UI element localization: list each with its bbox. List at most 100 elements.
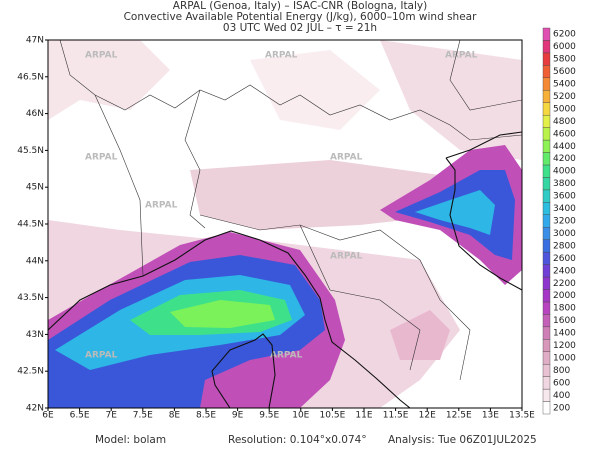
colorbar-label: 600 [553, 378, 570, 388]
colorbar-box [542, 289, 551, 303]
colorbar-label: 2800 [553, 241, 576, 251]
colorbar-box [542, 52, 551, 66]
colorbar-label: 6200 [553, 30, 576, 40]
colorbar-label: 2200 [553, 279, 576, 289]
colorbar-label: 1400 [553, 329, 576, 339]
colorbar-label: 4800 [553, 117, 576, 127]
colorbar-box [542, 139, 551, 153]
colorbar-label: 3400 [553, 204, 576, 214]
colorbar-box [542, 251, 551, 265]
colorbar-label: 1600 [553, 316, 576, 326]
colorbar-label: 4600 [553, 129, 576, 139]
footer-model: Model: bolam [95, 434, 166, 446]
colorbar-label: 800 [553, 366, 570, 376]
x-tick-label: 10.5E [320, 411, 346, 421]
y-tick-label: 45.5N [17, 146, 44, 156]
colorbar-box [542, 388, 551, 402]
colorbar-label: 1200 [553, 341, 576, 351]
colorbar-label: 400 [553, 391, 570, 401]
y-tick-label: 43N [26, 330, 44, 340]
watermark: ARPAL [445, 51, 478, 61]
colorbar-label: 5800 [553, 55, 576, 65]
colorbar-label: 5400 [553, 80, 576, 90]
x-tick-label: 6E [42, 411, 54, 421]
colorbar-box [542, 239, 551, 253]
x-tick-label: 12E [419, 411, 436, 421]
axes: 6E 6.5E 7E 7.5E 8E 8.5E 9E 9.5E 10E 10.5E 11E 11.5E… [17, 36, 535, 421]
colorbar-label: 2600 [553, 254, 576, 264]
colorbar-box [542, 189, 551, 203]
header-line: Convective Available Potential Energy (J… [124, 11, 478, 23]
colorbar-box [542, 114, 551, 128]
watermark: ARPAL [145, 201, 178, 211]
x-tick-label: 13.5E [509, 411, 535, 421]
colorbar-label: 3200 [553, 217, 576, 227]
colorbar-label: 5000 [553, 104, 576, 114]
x-tick-label: 9E [232, 411, 244, 421]
y-tick-label: 47N [26, 36, 44, 46]
colorbar-box [542, 339, 551, 352]
colorbar-box [542, 326, 551, 340]
colorbar-box [542, 264, 551, 278]
colorbar-label: 1800 [553, 304, 576, 314]
colorbar-box [542, 77, 551, 91]
colorbar-label: 4200 [553, 154, 576, 164]
colorbar-box [542, 276, 551, 290]
y-tick-label: 43.5N [17, 293, 44, 303]
colorbar-box [542, 177, 551, 191]
colorbar-label: 5200 [553, 92, 576, 102]
colorbar-box [542, 40, 551, 54]
header-line: ARPAL (Genoa, Italy) – ISAC-CNR (Bologna… [173, 0, 427, 12]
colorbar-label: 2400 [553, 266, 576, 276]
map-field: ARPAL ARPAL ARPAL ARPAL ARPAL ARPAL ARPA… [48, 40, 522, 408]
colorbar-label: 5600 [553, 67, 576, 77]
x-tick-label: 11E [355, 411, 372, 421]
watermark: ARPAL [270, 351, 303, 361]
colorbar-box [542, 401, 551, 415]
x-tick-label: 8E [169, 411, 181, 421]
y-tick-label: 46N [26, 109, 44, 119]
x-tick-label: 6.5E [70, 411, 90, 421]
watermark: ARPAL [265, 51, 298, 61]
header-line: 03 UTC Wed 02 JUL – τ = 21h [223, 22, 377, 34]
footer-analysis: Analysis: Tue 06Z01JUL2025 [388, 434, 537, 446]
colorbar-box [542, 65, 551, 79]
colorbar-label: 6000 [553, 42, 576, 52]
colorbar-label: 3800 [553, 179, 576, 189]
colorbar-label: 2000 [553, 291, 576, 301]
x-tick-label: 8.5E [196, 411, 216, 421]
y-tick-label: 44N [26, 256, 44, 266]
colorbar-box [542, 202, 551, 215]
colorbar-box [542, 376, 551, 390]
x-tick-label: 12.5E [446, 411, 472, 421]
footer-resolution: Resolution: 0.104°x0.074° [228, 434, 367, 446]
colorbar-box [542, 314, 551, 328]
colorbar-box [542, 363, 551, 377]
colorbar-box [542, 227, 551, 240]
x-tick-label: 7.5E [133, 411, 153, 421]
colorbar-label: 4000 [553, 167, 576, 177]
watermark: ARPAL [85, 51, 118, 61]
colorbar-box [542, 102, 551, 116]
colorbar: 200 400 600 800 1000 1200 1400 1600 1800 2000 2200… [542, 27, 576, 415]
colorbar-box [542, 214, 551, 228]
y-tick-label: 45N [26, 183, 44, 193]
colorbar-label: 3000 [553, 229, 576, 239]
watermark: ARPAL [330, 153, 363, 163]
watermark: ARPAL [85, 351, 118, 361]
x-tick-label: 13E [482, 411, 499, 421]
colorbar-label: 3600 [553, 192, 576, 202]
y-tick-label: 42.5N [17, 367, 44, 377]
colorbar-box [542, 164, 551, 178]
colorbar-label: 4400 [553, 142, 576, 152]
y-tick-label: 46.5N [17, 72, 44, 82]
colorbar-box [542, 90, 551, 103]
colorbar-label: 1000 [553, 353, 576, 363]
y-tick-label: 44.5N [17, 220, 44, 230]
colorbar-box [542, 27, 551, 41]
colorbar-box [542, 127, 551, 141]
y-tick-label: 42N [26, 404, 44, 414]
x-tick-label: 11.5E [383, 411, 409, 421]
x-tick-label: 7E [105, 411, 117, 421]
